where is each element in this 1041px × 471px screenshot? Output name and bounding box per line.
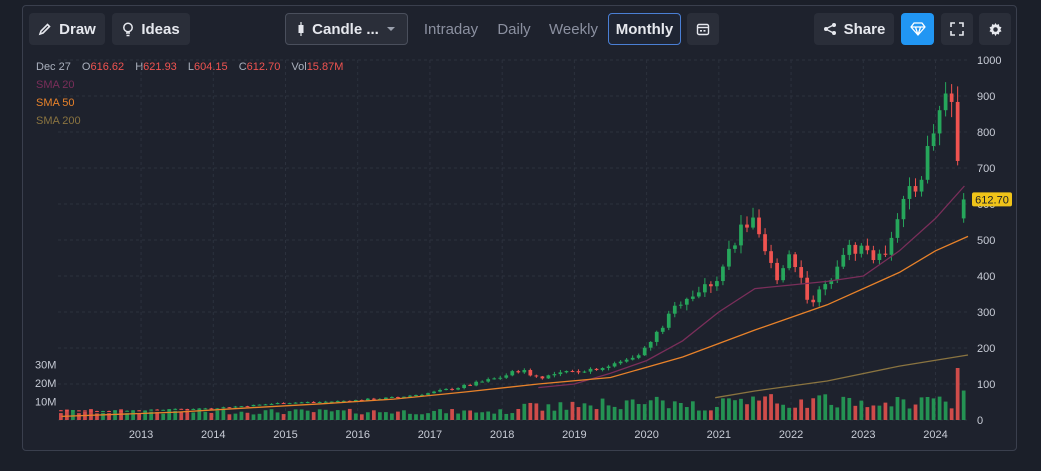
ohlc-readout: Dec 27 O616.62 H621.93 L604.15 C612.70 V…: [36, 61, 343, 73]
share-label: Share: [843, 20, 886, 38]
premium-button[interactable]: [901, 13, 934, 45]
tab-daily[interactable]: Daily: [497, 20, 531, 38]
close-label: C: [238, 61, 247, 73]
fullscreen-icon: [950, 22, 964, 36]
tab-intraday[interactable]: Intraday: [423, 20, 479, 38]
open-value: 616.62: [90, 61, 125, 73]
low-value: 604.15: [194, 61, 228, 73]
draw-button[interactable]: Draw: [29, 13, 105, 45]
legend-sma50: SMA 50: [36, 97, 75, 109]
high-label: H: [135, 61, 144, 73]
gear-icon: [989, 22, 1001, 36]
chart-type-dropdown[interactable]: Candle ...: [285, 13, 408, 45]
high-value: 621.93: [143, 61, 177, 73]
volume-value: 15.87M: [306, 61, 344, 73]
legend-sma20: SMA 20: [36, 79, 75, 91]
legend-sma200: SMA 200: [36, 115, 81, 127]
ideas-label: Ideas: [141, 20, 180, 38]
low-label: L: [187, 61, 194, 73]
open-label: O: [81, 61, 91, 73]
pencil-icon: [38, 23, 51, 36]
calendar-icon: [696, 23, 710, 36]
close-value: 612.70: [246, 61, 281, 73]
calendar-button[interactable]: [687, 13, 719, 45]
ohlc-date: Dec 27: [36, 61, 71, 73]
fullscreen-button[interactable]: [941, 13, 973, 45]
lightbulb-icon: [123, 22, 134, 36]
ideas-button[interactable]: Ideas: [112, 13, 190, 45]
chevron-down-icon: [386, 27, 395, 31]
share-button[interactable]: Share: [814, 13, 894, 45]
tab-weekly[interactable]: Weekly: [549, 20, 598, 38]
tab-monthly[interactable]: Monthly: [608, 13, 681, 45]
chart-type-label: Candle ...: [312, 20, 379, 38]
volume-label: Vol: [291, 61, 307, 73]
settings-button[interactable]: [979, 13, 1011, 45]
diamond-icon: [909, 22, 926, 36]
draw-label: Draw: [59, 20, 96, 38]
candlestick-icon: [298, 22, 304, 36]
share-icon: [823, 23, 836, 35]
